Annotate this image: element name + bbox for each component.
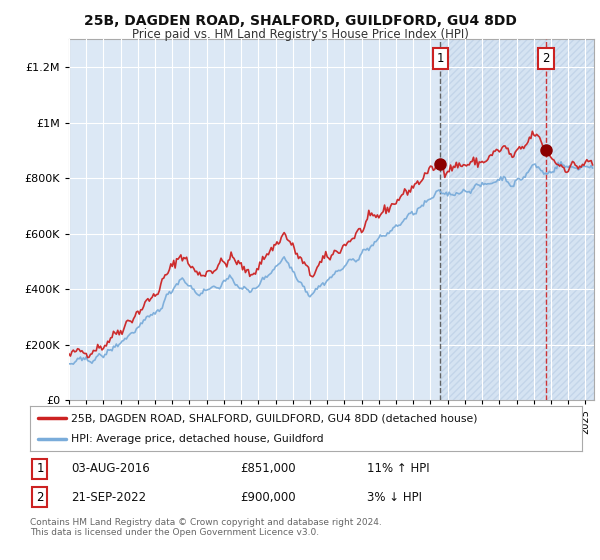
Text: £851,000: £851,000 [240, 463, 295, 475]
Text: Price paid vs. HM Land Registry's House Price Index (HPI): Price paid vs. HM Land Registry's House … [131, 28, 469, 41]
Text: 21-SEP-2022: 21-SEP-2022 [71, 491, 146, 503]
Text: £900,000: £900,000 [240, 491, 295, 503]
Bar [440, 39, 594, 400]
Text: 1: 1 [36, 463, 44, 475]
Text: 25B, DAGDEN ROAD, SHALFORD, GUILDFORD, GU4 8DD (detached house): 25B, DAGDEN ROAD, SHALFORD, GUILDFORD, G… [71, 413, 478, 423]
Text: 11% ↑ HPI: 11% ↑ HPI [367, 463, 430, 475]
Text: 1: 1 [437, 52, 444, 65]
Text: 03-AUG-2016: 03-AUG-2016 [71, 463, 150, 475]
Text: Contains HM Land Registry data © Crown copyright and database right 2024.
This d: Contains HM Land Registry data © Crown c… [30, 518, 382, 538]
Text: 2: 2 [542, 52, 550, 65]
Text: 2: 2 [36, 491, 44, 503]
Text: 3% ↓ HPI: 3% ↓ HPI [367, 491, 422, 503]
Text: 25B, DAGDEN ROAD, SHALFORD, GUILDFORD, GU4 8DD: 25B, DAGDEN ROAD, SHALFORD, GUILDFORD, G… [83, 14, 517, 28]
Bar [440, 39, 594, 400]
Text: HPI: Average price, detached house, Guildford: HPI: Average price, detached house, Guil… [71, 433, 324, 444]
